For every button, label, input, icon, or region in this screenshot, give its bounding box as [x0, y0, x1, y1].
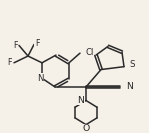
Text: O: O: [82, 124, 90, 133]
Text: N: N: [78, 96, 84, 105]
Text: N: N: [37, 74, 43, 83]
Text: F: F: [35, 39, 39, 48]
Text: F: F: [8, 58, 12, 67]
Text: F: F: [13, 41, 17, 50]
Text: S: S: [129, 60, 135, 69]
Text: Cl: Cl: [85, 48, 93, 57]
Text: N: N: [126, 82, 133, 92]
